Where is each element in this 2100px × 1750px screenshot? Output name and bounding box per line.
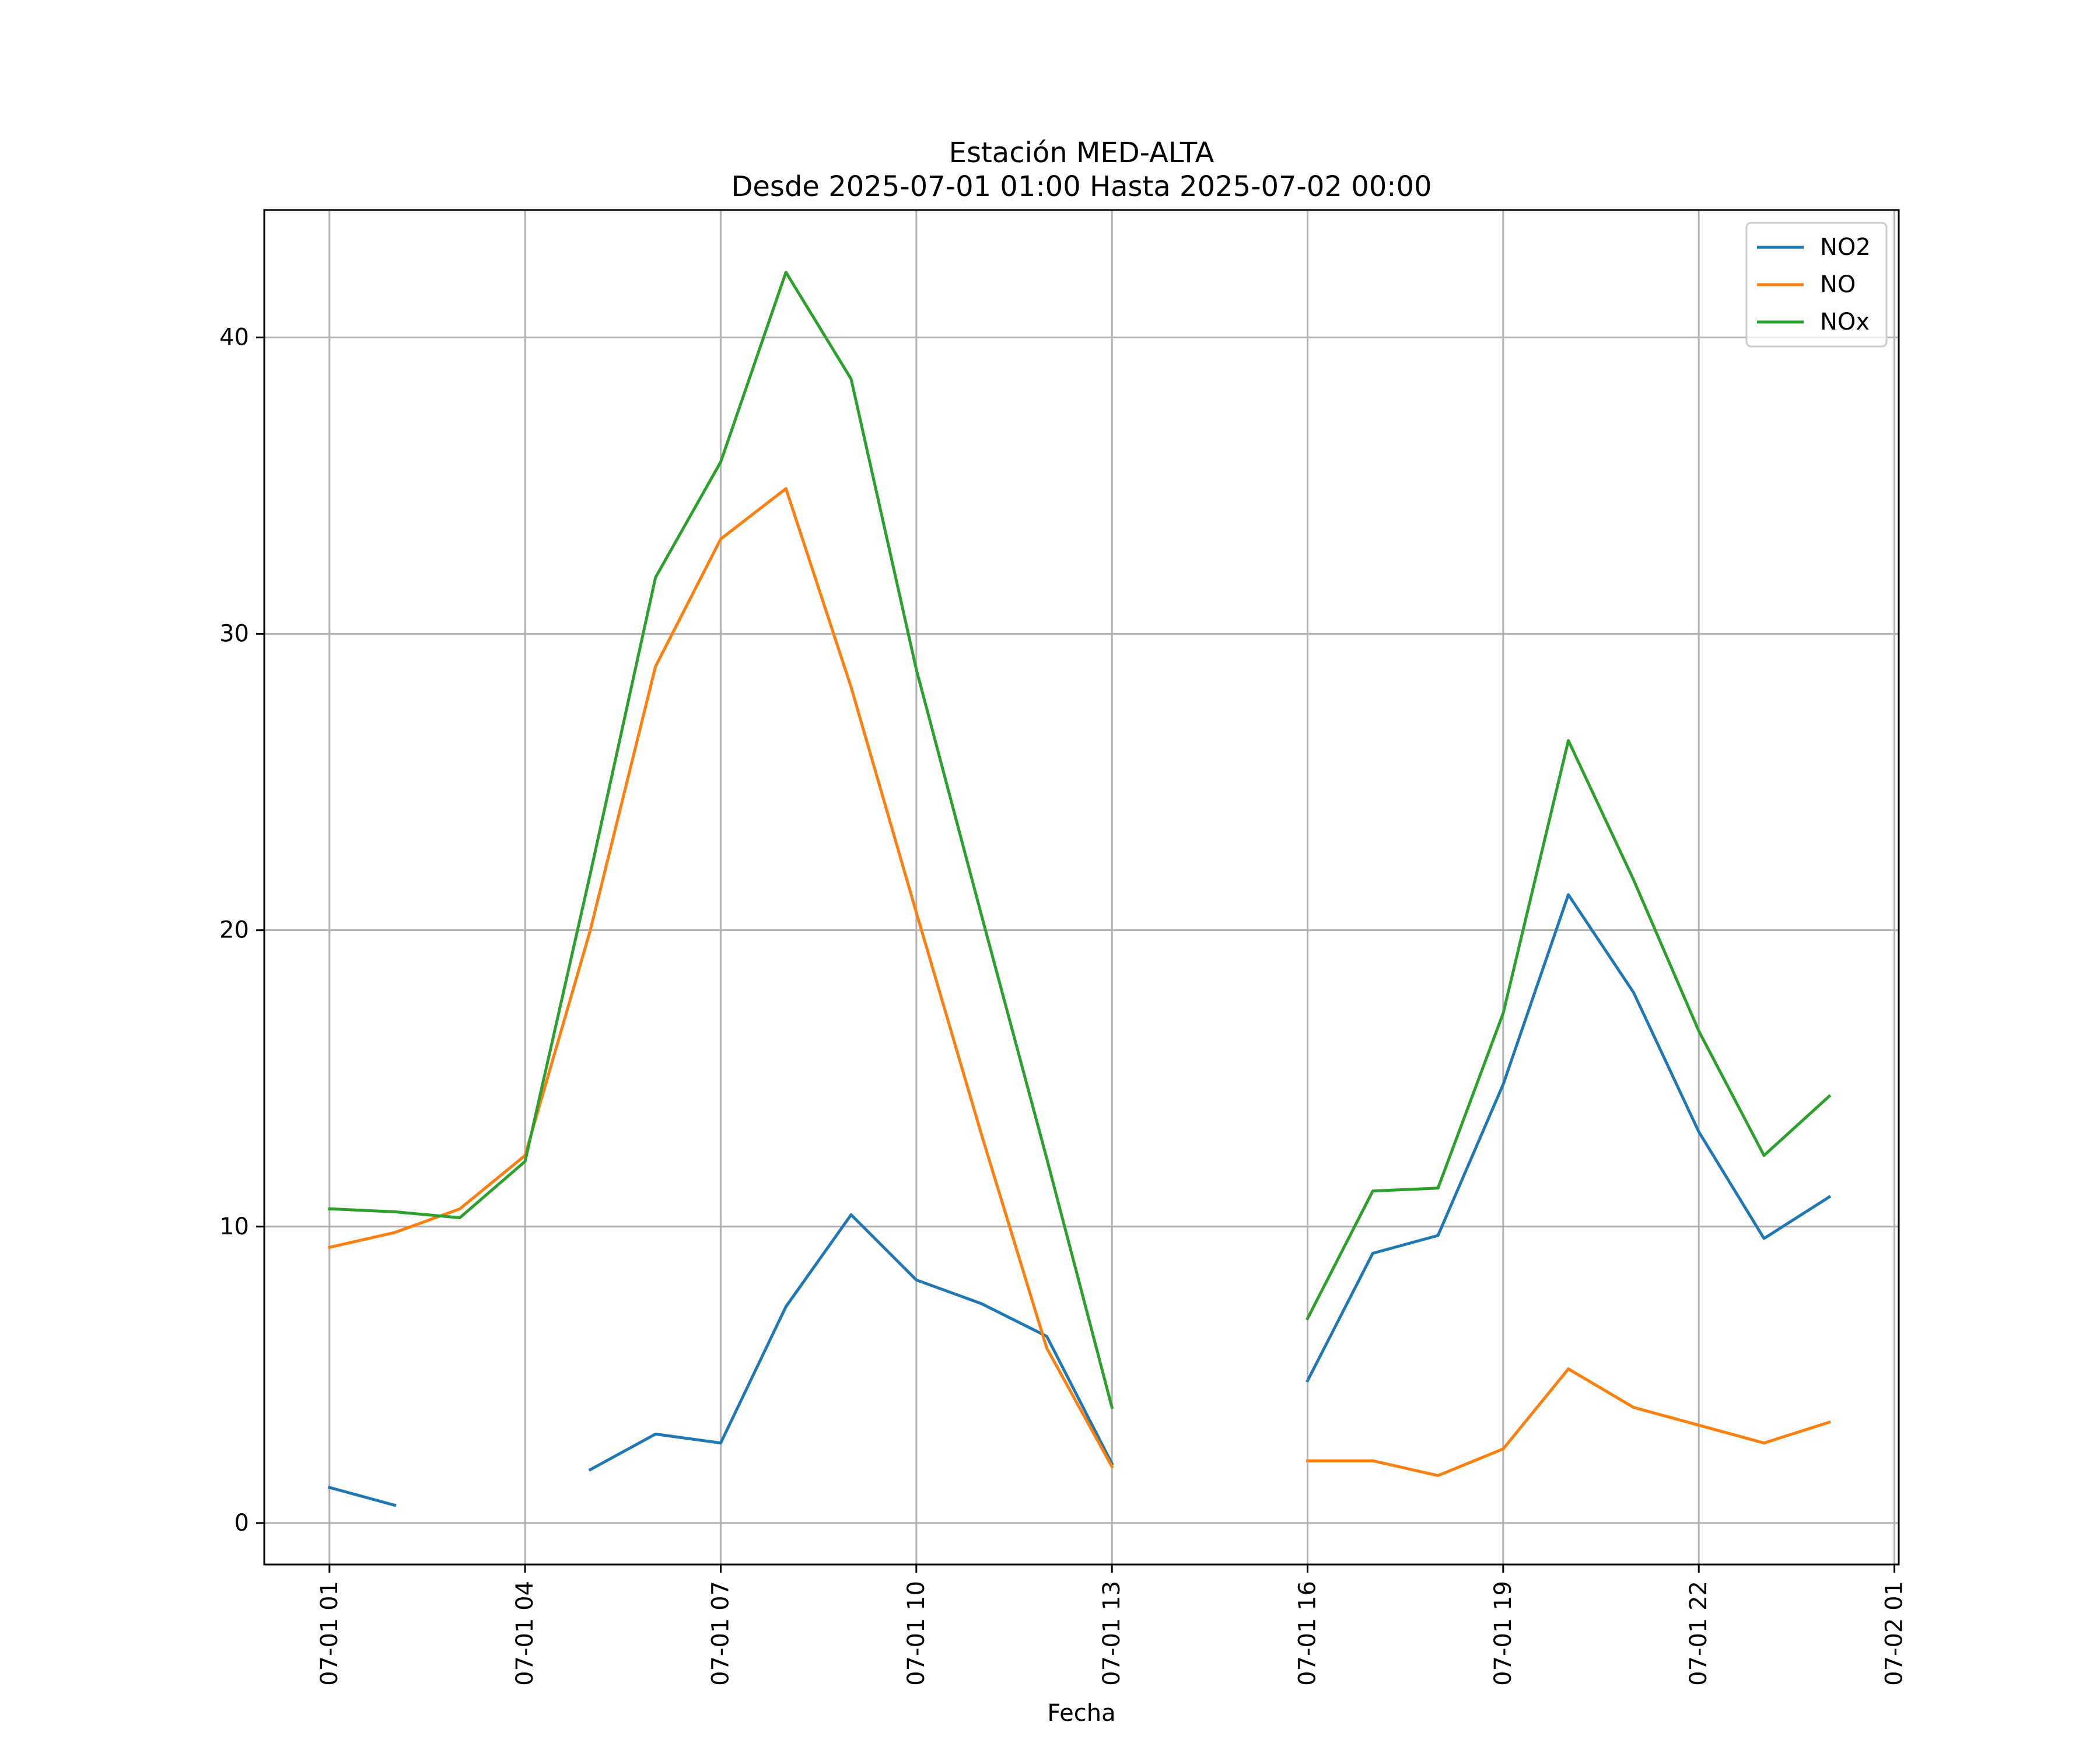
y-tick-label: 10	[219, 1213, 249, 1240]
series-lines	[327, 271, 1832, 1507]
series-line-no	[327, 487, 1831, 1478]
y-tick-label: 40	[219, 324, 249, 351]
x-tick-label: 07-01 04	[512, 1581, 538, 1686]
legend-label-no2: NO2	[1820, 234, 1871, 261]
legend: NO2 NO NOx	[1745, 222, 1888, 348]
x-tick-label: 07-01 01	[316, 1581, 343, 1686]
x-tick-label: 07-01 07	[707, 1581, 734, 1686]
legend-label-nox: NOx	[1820, 309, 1870, 335]
grid-lines	[264, 210, 1899, 1564]
axis-ticks: 07-01 01 07-01 04 07-01 07 07-01 10 07-01 13…	[219, 324, 1908, 1685]
x-tick-label: 07-01 13	[1098, 1581, 1125, 1686]
chart-subtitle: Desde 2025-07-01 01:00 Hasta 2025-07-02 …	[731, 170, 1432, 203]
chart-title: Estación MED-ALTA	[949, 136, 1214, 169]
y-tick-label: 30	[219, 621, 249, 648]
y-tick-label: 0	[235, 1510, 249, 1536]
x-tick-label: 07-01 19	[1490, 1581, 1517, 1686]
x-tick-label: 07-02 01	[1881, 1581, 1908, 1686]
x-tick-label: 07-01 22	[1685, 1581, 1712, 1686]
x-axis-label: Fecha	[1047, 1700, 1115, 1727]
series-line-nox	[328, 271, 1832, 1409]
plot-frame	[263, 209, 1900, 1566]
x-tick-label: 07-01 10	[903, 1581, 930, 1686]
legend-label-no: NO	[1820, 271, 1856, 298]
series-line-no2	[327, 893, 1832, 1507]
x-tick-label: 07-01 16	[1294, 1581, 1321, 1686]
y-tick-label: 20	[219, 917, 249, 944]
legend-box	[1745, 222, 1888, 348]
